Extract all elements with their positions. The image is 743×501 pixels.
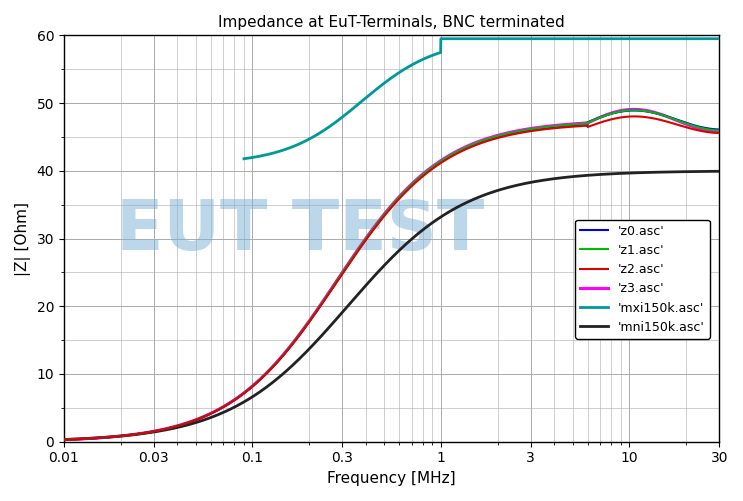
'mni150k.asc' [173,424,182,430]
'z1.asc' [632,107,640,113]
Line: 'mxi150k.asc': 'mxi150k.asc' [244,39,719,159]
Legend: 'z0.asc', 'z1.asc', 'z2.asc', 'z3.asc', 'mxi150k.asc', 'mni150k.asc': 'z0.asc', 'z1.asc', 'z2.asc', 'z3.asc', … [575,219,710,339]
'z2.asc' [173,423,182,429]
'mxi150k.asc' [702,36,711,42]
'z2.asc' [630,113,639,119]
'z1.asc' [715,127,724,133]
'z1.asc' [629,107,638,113]
X-axis label: Frequency [MHz]: Frequency [MHz] [327,471,456,486]
Line: 'z2.asc': 'z2.asc' [64,116,719,440]
'z3.asc' [173,423,182,429]
'z0.asc' [311,310,319,316]
'z2.asc' [134,431,143,437]
'z3.asc' [311,310,319,316]
'mni150k.asc' [311,340,319,346]
'z0.asc' [339,268,348,274]
'mni150k.asc' [339,308,348,314]
Line: 'z0.asc': 'z0.asc' [64,111,719,440]
'z1.asc' [311,310,319,316]
'z2.asc' [715,130,724,136]
'z2.asc' [311,311,319,317]
'z2.asc' [339,269,348,275]
'z0.asc' [630,108,639,114]
'z0.asc' [632,108,640,114]
'z3.asc' [632,106,640,112]
Line: 'z3.asc': 'z3.asc' [64,109,719,440]
Text: EUT TEST: EUT TEST [116,197,484,264]
'z1.asc' [702,126,711,132]
'z3.asc' [715,129,724,135]
'z1.asc' [59,437,68,443]
'mni150k.asc' [715,168,724,174]
'z1.asc' [173,423,182,429]
'z0.asc' [715,126,724,132]
'z3.asc' [134,431,143,437]
'z1.asc' [134,431,143,437]
'z0.asc' [134,431,143,437]
'mni150k.asc' [59,436,68,442]
'z2.asc' [632,113,640,119]
'mxi150k.asc' [632,36,640,42]
'z1.asc' [339,268,348,274]
Line: 'z1.asc': 'z1.asc' [64,110,719,440]
'mni150k.asc' [134,431,143,437]
'z3.asc' [629,106,638,112]
'mxi150k.asc' [339,113,348,119]
Y-axis label: |Z| [Ohm]: |Z| [Ohm] [15,201,31,276]
'z2.asc' [59,437,68,443]
'z3.asc' [339,268,348,274]
'z3.asc' [702,127,711,133]
'z0.asc' [59,437,68,443]
Title: Impedance at EuT-Terminals, BNC terminated: Impedance at EuT-Terminals, BNC terminat… [218,15,565,30]
Line: 'mni150k.asc': 'mni150k.asc' [64,171,719,439]
'z0.asc' [702,125,711,131]
'z0.asc' [173,423,182,429]
'z3.asc' [59,437,68,443]
'mxi150k.asc' [311,133,319,139]
'mxi150k.asc' [715,36,724,42]
'z2.asc' [702,129,711,135]
'mni150k.asc' [702,168,711,174]
'mni150k.asc' [632,170,640,176]
